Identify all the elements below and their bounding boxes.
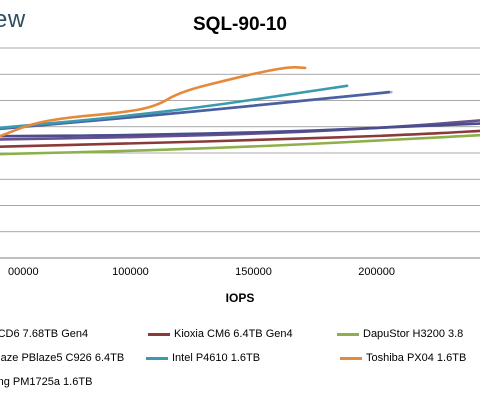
chart-title: SQL-90-10 [193,14,287,35]
x-axis-label: IOPS [225,291,255,305]
legend-swatch [146,356,168,360]
legend-item-cd6: ia CD6 7.68TB Gen4 [0,328,88,340]
x-tick-label: 100000 [112,266,149,278]
series-line-5 [0,66,307,138]
legend-item-toshiba: Toshiba PX04 1.6TB [340,352,466,364]
legend-swatch [148,332,170,336]
legend-label: sung PM1725a 1.6TB [0,376,93,388]
legend-label: nblaze PBlaze5 C926 6.4TB [0,352,125,364]
x-tick-label: 150000 [235,266,272,278]
legend-label: DapuStor H3200 3.8 [363,328,464,340]
legend-swatch [340,356,362,360]
brand-logo-text: ew [0,6,26,33]
legend-item-intel: Intel P4610 1.6TB [146,352,260,364]
x-tick-label: 00000 [8,266,39,278]
legend-item-cm6: Kioxia CM6 6.4TB Gen4 [148,328,293,340]
legend-label: Intel P4610 1.6TB [172,352,261,364]
series-line-4 [0,84,349,130]
legend-item-pblaze: nblaze PBlaze5 C926 6.4TB [0,352,124,364]
series-line-1 [0,129,480,148]
x-tick-label: 200000 [358,266,395,278]
legend-swatch [337,332,359,336]
series-line-2 [0,133,480,156]
legend-label: Toshiba PX04 1.6TB [366,352,467,364]
legend-label: Kioxia CM6 6.4TB Gen4 [174,328,293,340]
chart-legend: ia CD6 7.68TB Gen4 Kioxia CM6 6.4TB Gen4… [0,322,480,397]
series-line-0 [0,122,480,138]
legend-label: ia CD6 7.68TB Gen4 [0,328,89,340]
legend-item-pm1725a: sung PM1725a 1.6TB [0,376,92,388]
legend-item-dapustor: DapuStor H3200 3.8 [337,328,463,340]
